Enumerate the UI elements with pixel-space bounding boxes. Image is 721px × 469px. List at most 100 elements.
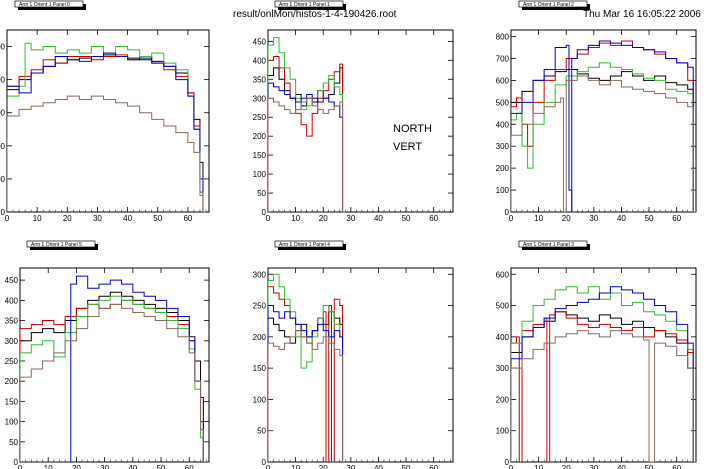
y-tick-label: 150	[253, 364, 267, 373]
plot-frame	[510, 267, 697, 463]
x-tick-label: 40	[617, 214, 626, 223]
y-tick-label: 400	[496, 333, 510, 342]
y-tick-label: 400	[5, 296, 19, 305]
series-line-black	[511, 68, 696, 212]
x-tick-label: 10	[33, 214, 42, 223]
y-tick-label: 200	[253, 333, 267, 342]
y-tick-label: 50	[257, 189, 266, 198]
y-tick-label: 600	[496, 76, 510, 85]
x-tick-label: 50	[157, 464, 166, 469]
histogram-panel-0: Arm 1 Orient 1 Panel 0 0 10 20 30 40 50 60 0 100 2…	[0, 0, 210, 223]
y-tick-label: 700	[496, 55, 510, 64]
series-line-brown	[268, 330, 346, 462]
y-tick-label: 0	[505, 458, 510, 467]
panel-title: Arm 1 Orient 1 Panel 5	[31, 242, 82, 248]
x-tick-label: 60	[183, 214, 192, 223]
panel-title-box	[14, 0, 84, 8]
y-tick-label: 600	[496, 270, 510, 279]
series-line-blue	[20, 275, 207, 462]
plot-frame	[267, 29, 454, 213]
y-tick-label: 500	[496, 98, 510, 107]
histogram-panel-5: Arm 1 Orient 1 Panel 30 10 20 30 40 50 6001002…	[496, 240, 697, 469]
x-tick-label: 60	[672, 464, 681, 469]
x-tick-label: 30	[93, 214, 102, 223]
plot-frame	[19, 267, 210, 463]
x-tick-label: 40	[374, 214, 383, 223]
histogram-panel-1: Arm 1 Orient 1 Panel 1 0 10 20 30 40 50 60 0 50 10…	[253, 0, 454, 223]
x-tick-label: 0	[18, 464, 23, 469]
annotation-vert: VERT	[393, 141, 422, 153]
series-line-blue	[511, 44, 575, 212]
series-line-red	[268, 56, 346, 212]
series-line-blue	[571, 40, 696, 212]
panel-title-box	[274, 0, 344, 8]
x-tick-label: 50	[645, 214, 654, 223]
x-tick-label: 30	[589, 464, 598, 469]
panel-title: Arm 1 Orient 1 Panel 4	[279, 242, 330, 248]
annotation-north: NORTH	[393, 123, 432, 135]
x-tick-label: 0	[5, 214, 10, 223]
y-tick-label: 250	[253, 302, 267, 311]
x-tick-label: 30	[100, 464, 109, 469]
plot-frame	[267, 267, 454, 463]
y-tick-label: 0	[262, 208, 267, 217]
y-tick-label: 100	[253, 395, 267, 404]
timestamp-label: Thu Mar 16 16:05:22 2006	[583, 9, 701, 20]
series-line-brown	[511, 75, 696, 212]
x-tick-label: 30	[346, 214, 355, 223]
series-line-green	[268, 37, 346, 212]
y-tick-label: 100	[496, 427, 510, 436]
y-tick-label: 0	[262, 458, 267, 467]
histogram-panel-3: Arm 1 Orient 1 Panel 5 0 10 20 30 40 50 60 0 50 10…	[5, 240, 210, 469]
y-tick-label: 250	[5, 357, 19, 366]
series-line-black	[268, 67, 346, 212]
y-tick-label: 450	[5, 276, 19, 285]
y-tick-label: 450	[253, 37, 267, 46]
x-tick-label: 10	[291, 464, 300, 469]
series-line-red	[511, 311, 696, 462]
series-line-brown	[20, 303, 207, 462]
panel-title-box	[274, 240, 344, 248]
x-tick-label: 20	[562, 214, 571, 223]
y-tick-label: 0	[1, 208, 6, 217]
y-tick-label: 200	[496, 164, 510, 173]
y-tick-label: 200	[496, 395, 510, 404]
y-tick-label: 0	[14, 458, 19, 467]
y-tick-label: 500	[0, 43, 6, 52]
y-tick-label: 400	[496, 120, 510, 129]
x-tick-label: 30	[589, 214, 598, 223]
y-tick-label: 300	[5, 337, 19, 346]
y-tick-label: 100	[5, 418, 19, 427]
y-tick-label: 200	[253, 132, 267, 141]
series-line-green	[511, 286, 696, 462]
x-tick-label: 20	[319, 214, 328, 223]
histogram-panel-2: Arm 1 Orient 1 Panel 20 10 20 30 40 50 6001002…	[496, 0, 697, 223]
series-line-brown	[268, 97, 346, 212]
y-tick-label: 100	[0, 175, 6, 184]
x-tick-label: 60	[185, 464, 194, 469]
x-tick-label: 50	[645, 464, 654, 469]
x-tick-label: 10	[291, 214, 300, 223]
x-tick-label: 10	[534, 214, 543, 223]
x-tick-label: 40	[128, 464, 137, 469]
panel-title-box	[518, 240, 588, 248]
y-tick-label: 250	[253, 113, 267, 122]
y-tick-label: 150	[253, 151, 267, 160]
histogram-panel-4: Arm 1 Orient 1 Panel 4 0 10 20 30 40 50 60 0 50 10…	[253, 240, 454, 469]
panel-title-box	[26, 240, 96, 248]
x-tick-label: 0	[509, 464, 514, 469]
y-tick-label: 400	[0, 76, 6, 85]
y-tick-label: 300	[0, 109, 6, 118]
series-line-green	[511, 62, 696, 212]
series-line-blue	[511, 286, 696, 462]
y-tick-label: 50	[257, 427, 266, 436]
y-tick-label: 350	[5, 317, 19, 326]
x-tick-label: 20	[63, 214, 72, 223]
series-line-blue	[7, 52, 206, 212]
x-tick-label: 50	[402, 464, 411, 469]
y-tick-label: 200	[5, 377, 19, 386]
series-line-red	[511, 40, 696, 212]
x-tick-label: 40	[374, 464, 383, 469]
x-tick-label: 20	[319, 464, 328, 469]
series-line-brown	[7, 95, 206, 212]
